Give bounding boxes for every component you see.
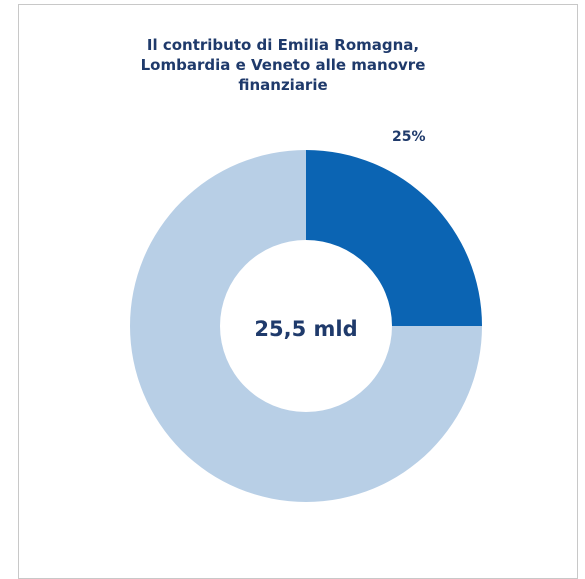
slice-label-0: 25% — [392, 129, 426, 145]
donut-slice-0 — [306, 150, 482, 326]
center-label: 25,5 mld — [254, 317, 357, 341]
donut-chart: 25,5 mld 25% — [130, 129, 482, 502]
chart-title: Il contributo di Emilia Romagna, Lombard… — [140, 36, 426, 94]
donut-slices — [130, 150, 482, 502]
donut-slice-1 — [130, 150, 482, 502]
slice-labels: 25% — [392, 129, 426, 145]
